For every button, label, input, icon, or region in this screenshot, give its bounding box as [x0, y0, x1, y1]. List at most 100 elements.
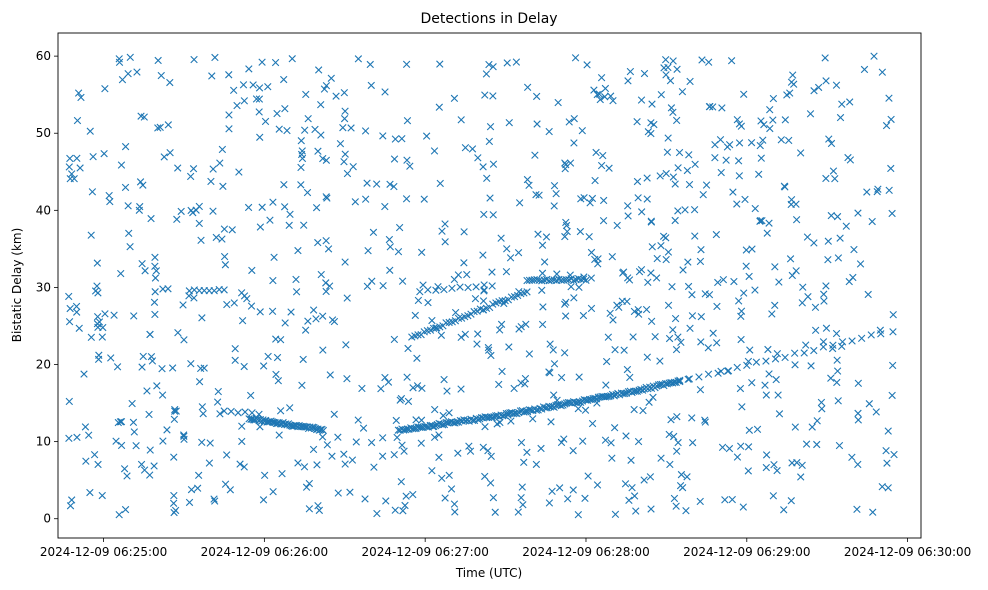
data-point: [116, 418, 125, 426]
data-point: [550, 202, 558, 210]
data-point: [166, 78, 174, 87]
data-point: [381, 88, 389, 96]
data-point: [488, 413, 496, 422]
data-point: [228, 226, 236, 234]
data-point: [718, 104, 726, 112]
data-point: [503, 59, 511, 67]
data-point: [240, 97, 249, 105]
data-point: [514, 508, 523, 516]
data-point: [292, 275, 300, 284]
data-point: [422, 132, 431, 140]
data-point: [538, 286, 546, 294]
data-point: [520, 458, 528, 467]
data-point: [763, 229, 771, 237]
data-point: [744, 443, 753, 451]
data-point: [256, 308, 264, 316]
data-point: [286, 404, 294, 412]
data-point: [637, 96, 646, 104]
data-point: [690, 206, 699, 214]
data-point: [437, 331, 446, 339]
data-point: [479, 297, 488, 305]
data-point: [454, 271, 463, 279]
data-point: [220, 225, 229, 233]
data-point: [309, 306, 318, 314]
data-point: [626, 67, 635, 76]
data-point: [682, 507, 690, 515]
data-point: [634, 194, 642, 202]
data-point: [136, 178, 145, 186]
data-point: [309, 445, 318, 454]
data-point: [560, 300, 569, 308]
data-point: [363, 179, 371, 187]
data-point: [792, 267, 800, 275]
data-point: [510, 384, 518, 393]
x-tick-label: 2024-12-09 06:27:00: [361, 545, 488, 559]
data-point: [268, 418, 277, 426]
data-point: [312, 315, 320, 323]
data-point: [679, 266, 687, 274]
data-point: [625, 496, 633, 505]
data-point: [158, 364, 166, 373]
data-point: [323, 194, 331, 202]
data-point: [714, 369, 722, 377]
data-point: [667, 416, 675, 424]
data-point: [379, 132, 387, 140]
data-point: [594, 255, 602, 263]
data-point: [65, 292, 73, 301]
data-point: [590, 86, 598, 94]
data-point: [480, 281, 488, 289]
data-point: [533, 120, 541, 128]
data-point: [483, 174, 491, 183]
data-point: [322, 82, 331, 90]
data-point: [474, 415, 482, 424]
data-point: [255, 95, 264, 103]
data-point: [195, 202, 203, 211]
data-point: [402, 195, 411, 203]
data-point: [316, 426, 325, 434]
data-point: [301, 326, 310, 334]
data-point: [435, 453, 443, 462]
data-point: [283, 126, 291, 135]
data-point: [740, 90, 748, 98]
data-point: [238, 437, 246, 446]
data-point: [239, 81, 248, 89]
data-point: [66, 175, 74, 183]
data-point: [723, 367, 732, 375]
data-point: [553, 270, 561, 278]
data-point: [120, 465, 129, 473]
data-point: [146, 330, 154, 339]
data-point: [493, 420, 501, 428]
data-point: [575, 283, 583, 292]
data-point: [67, 496, 76, 504]
data-point: [141, 267, 149, 275]
data-point: [702, 181, 711, 189]
data-point: [461, 143, 470, 152]
data-point: [130, 312, 138, 320]
data-point: [218, 145, 227, 154]
data-point: [557, 438, 566, 447]
data-point: [868, 217, 876, 226]
data-point: [587, 304, 596, 313]
data-point: [299, 355, 307, 364]
data-point: [121, 505, 130, 514]
data-point: [671, 180, 679, 188]
data-point: [454, 314, 463, 322]
data-point: [832, 81, 841, 89]
data-point: [522, 407, 530, 416]
chart-title: Detections in Delay: [420, 11, 557, 27]
data-point: [807, 362, 815, 370]
data-point: [770, 461, 778, 469]
data-point: [248, 409, 256, 417]
data-point: [581, 406, 590, 414]
data-point: [294, 459, 302, 467]
data-point: [481, 472, 489, 481]
data-point: [386, 243, 394, 251]
data-point: [642, 305, 651, 314]
data-point: [288, 55, 296, 63]
data-point: [256, 423, 264, 431]
data-point: [264, 352, 272, 361]
data-point: [735, 172, 744, 180]
data-point: [229, 86, 238, 95]
data-point: [634, 306, 642, 314]
data-point: [688, 414, 696, 422]
